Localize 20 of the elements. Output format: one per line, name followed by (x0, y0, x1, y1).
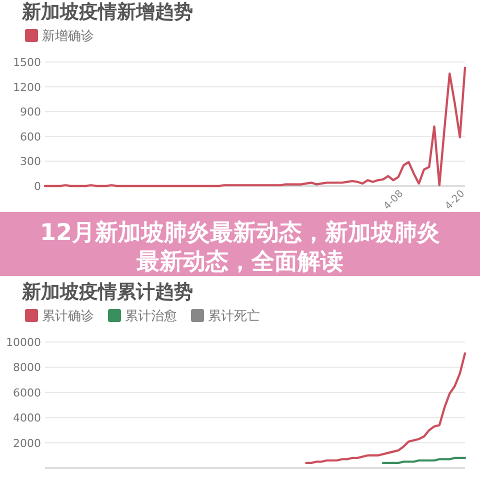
y-tick-label: 4000 (13, 412, 41, 425)
text: 12月新加坡肺炎最新动态，新加坡肺炎最新动态，全面解读 (40, 219, 440, 275)
legend-label: 新增确诊 (42, 29, 94, 44)
chart-title: 新加坡疫情累计趋势 (21, 281, 193, 303)
line-series (305, 352, 466, 464)
line-series (44, 66, 466, 188)
legend-label: 累计治愈 (125, 309, 177, 324)
y-tick-label: 1500 (13, 56, 41, 69)
y-tick-label: 1200 (13, 80, 41, 94)
y-tick-label: 900 (20, 106, 41, 119)
y-tick-label: 0 (34, 180, 41, 193)
y-tick-label: 600 (20, 130, 41, 144)
legend-label: 累计死亡 (208, 308, 260, 324)
y-tick-label: 8000 (13, 361, 41, 374)
y-tick-label: 300 (20, 155, 41, 168)
y-tick-label: 6000 (13, 386, 41, 400)
chart-title: 新加坡疫情新增趋势 (21, 1, 193, 23)
y-tick-label: 2000 (13, 436, 41, 450)
y-tick-label: 10000 (6, 336, 41, 349)
legend-label: 累计确诊 (42, 309, 94, 324)
